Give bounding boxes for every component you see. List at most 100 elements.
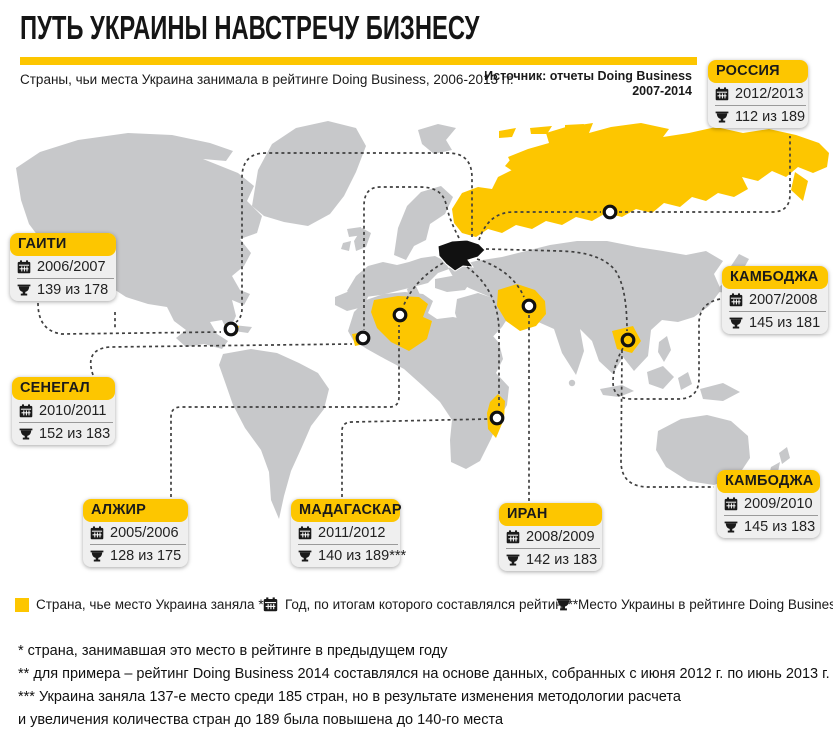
callout-year: 2009/2010 xyxy=(744,496,813,512)
divider xyxy=(298,544,398,545)
trophy-icon xyxy=(729,316,743,330)
callout-year: 2006/2007 xyxy=(37,259,106,275)
legend-item-country: Страна, чье место Украина заняла * xyxy=(15,597,264,612)
north-america-shape xyxy=(16,133,262,349)
ireland-shape xyxy=(341,241,351,251)
trophy-icon xyxy=(715,110,729,124)
callout-cambodia-2007: КАМБОДЖА 2007/2008 145 из 181 xyxy=(722,266,828,334)
philippines-shape xyxy=(658,336,671,362)
trophy-icon xyxy=(506,553,520,567)
callout-country: АЛЖИР xyxy=(83,499,188,522)
legend-label: Страна, чье место Украина заняла * xyxy=(36,597,264,612)
calendar-icon xyxy=(724,497,738,511)
greenland-shape xyxy=(252,121,366,226)
divider xyxy=(90,544,186,545)
footnotes: * страна, занимавшая это место в рейтинг… xyxy=(18,640,830,732)
new-guinea-shape xyxy=(700,383,740,401)
callout-year: 2005/2006 xyxy=(110,525,179,541)
footnote-2: ** для примера – рейтинг Doing Business … xyxy=(18,666,830,682)
line-ukraine-to-russia xyxy=(478,211,601,241)
svalbard-shape xyxy=(418,124,456,154)
callout-country: РОССИЯ xyxy=(708,60,808,83)
callout-year: 2008/2009 xyxy=(526,529,595,545)
country-russia-kamchatka-shape xyxy=(791,172,808,201)
callout-rank: 145 из 183 xyxy=(744,519,816,535)
country-algeria-shape xyxy=(371,296,432,351)
line-ukraine-to-cambodia xyxy=(485,248,628,332)
line-haiti-box xyxy=(37,302,222,335)
source-line-1: Источник: отчеты Doing Business xyxy=(484,69,692,83)
europe-shape xyxy=(347,256,449,297)
callout-iran: ИРАН 2008/2009 142 из 183 xyxy=(499,503,602,571)
footnote-3: *** Украина заняла 137-е место среди 185… xyxy=(18,689,681,705)
callout-country: СЕНЕГАЛ xyxy=(12,377,115,400)
legend-item-rank: Место Украины в рейтинге Doing Business xyxy=(556,597,833,612)
trophy-icon xyxy=(556,597,571,612)
line-ukraine-to-iran xyxy=(476,258,525,298)
line-cambodia-bottom-box xyxy=(620,349,714,488)
trophy-icon xyxy=(724,520,738,534)
map-markers xyxy=(223,204,636,426)
arctic-islands-shape xyxy=(499,124,584,186)
page-subtitle: Страны, чьи места Украина занимала в рей… xyxy=(20,72,514,87)
trophy-icon xyxy=(17,283,31,297)
sri-lanka-shape xyxy=(568,379,576,387)
callout-madagascar: МАДАГАСКАР 2011/2012 140 из 189*** xyxy=(291,499,406,567)
callout-rank: 152 из 183 xyxy=(39,426,111,442)
calendar-icon xyxy=(729,293,743,307)
divider xyxy=(17,278,114,279)
callout-russia: РОССИЯ 2012/2013 112 из 189 xyxy=(708,60,808,128)
marker-iran xyxy=(521,298,537,314)
asia-shape xyxy=(448,241,723,375)
trophy-icon xyxy=(90,549,104,563)
line-ukraine-to-senegal xyxy=(363,186,460,330)
callout-rank: 128 из 175 xyxy=(110,548,182,564)
borneo-shape xyxy=(647,366,674,389)
callout-haiti: ГАИТИ 2006/2007 139 из 178 xyxy=(10,233,116,301)
callout-country: КАМБОДЖА xyxy=(717,470,820,493)
callout-year: 2010/2011 xyxy=(39,403,107,419)
legend-item-year: Год, по итогам которого составлялся рейт… xyxy=(263,597,578,612)
callout-country: ИРАН xyxy=(499,503,602,526)
world-map xyxy=(16,121,829,519)
arabia-shape xyxy=(455,293,511,351)
marker-haiti xyxy=(223,321,239,337)
marker-senegal xyxy=(355,330,371,346)
calendar-icon xyxy=(17,260,31,274)
callout-year: 2011/2012 xyxy=(318,525,386,541)
callout-rank: 112 из 189 xyxy=(735,109,806,125)
calendar-icon xyxy=(90,526,104,540)
trophy-icon xyxy=(298,549,312,563)
country-swatch xyxy=(15,597,29,612)
country-ukraine-shape xyxy=(437,239,486,272)
calendar-icon xyxy=(298,526,312,540)
marker-cambodia xyxy=(620,332,636,348)
callout-cambodia-2009: КАМБОДЖА 2009/2010 145 из 183 xyxy=(717,470,820,538)
page-title: ПУТЬ УКРАИНЫ НАВСТРЕЧУ БИЗНЕСУ xyxy=(20,9,480,46)
source-line-2: 2007-2014 xyxy=(632,84,692,98)
footnote-1: * страна, занимавшая это место в рейтинг… xyxy=(18,643,448,659)
divider xyxy=(724,515,818,516)
calendar-icon xyxy=(263,597,278,612)
marker-madagascar xyxy=(489,410,505,426)
calendar-icon xyxy=(19,404,33,418)
legend-label: Год, по итогам которого составлялся рейт… xyxy=(285,597,579,612)
calendar-icon xyxy=(715,87,729,101)
divider xyxy=(715,105,806,106)
country-russia-shape xyxy=(452,123,829,237)
britain-shape xyxy=(354,228,371,251)
country-iran-shape xyxy=(497,284,546,331)
callout-year: 2012/2013 xyxy=(735,86,804,102)
callout-rank: 139 из 178 xyxy=(37,282,109,298)
connector-lines xyxy=(37,136,791,501)
source-note: Источник: отчеты Doing Business 2007-201… xyxy=(470,69,692,99)
divider xyxy=(729,311,826,312)
line-madagascar-box xyxy=(341,418,489,497)
australia-shape xyxy=(656,415,750,485)
south-america-shape xyxy=(219,349,329,519)
sulawesi-shape xyxy=(678,372,692,390)
callout-country: ГАИТИ xyxy=(10,233,116,256)
callout-senegal: СЕНЕГАЛ 2010/2011 152 из 183 xyxy=(12,377,115,445)
footnote-4: и увеличения количества стран до 189 был… xyxy=(18,712,504,728)
